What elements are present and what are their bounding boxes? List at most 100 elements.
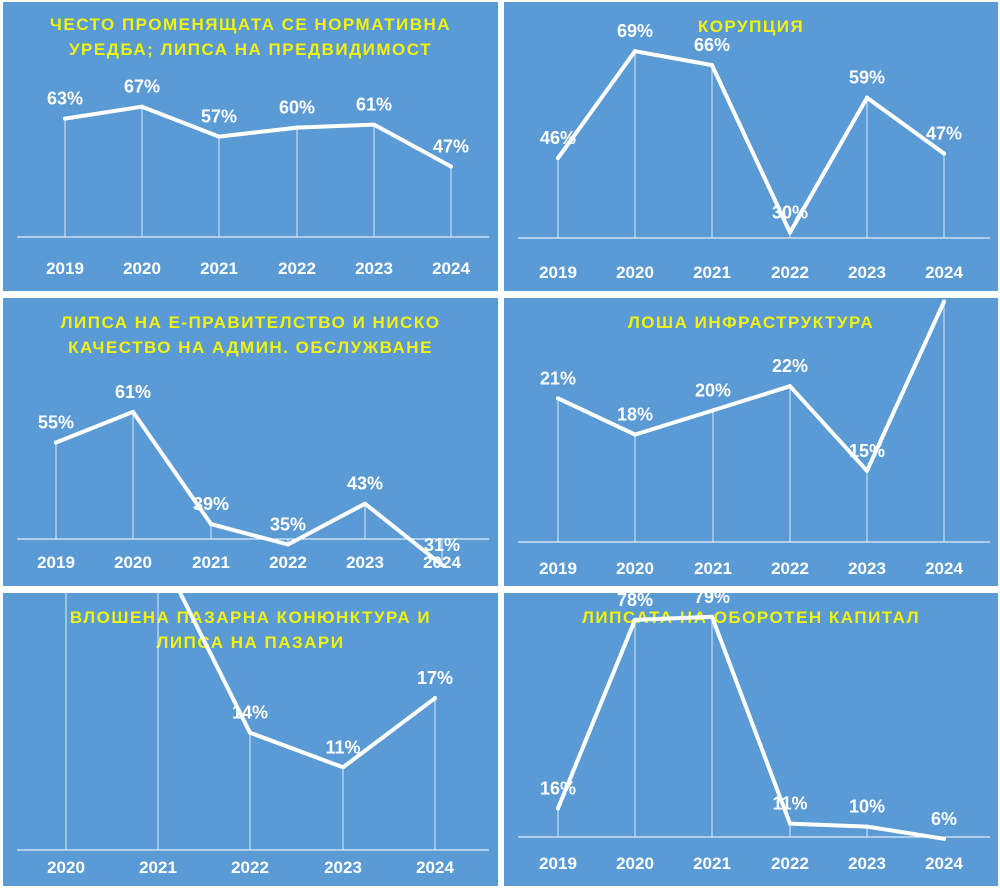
data-label: 55% <box>38 413 74 433</box>
line-chart: ЧЕСТО ПРОМЕНЯЩАТА СЕ НОРМАТИВНА УРЕДБА; Л… <box>17 15 489 278</box>
data-point <box>248 730 252 735</box>
x-tick-label: 2024 <box>432 259 470 278</box>
line-chart: ЛИПСА НА Е-ПРАВИТЕЛСТВО И НИСКО КАЧЕСТВО … <box>17 313 489 572</box>
line-chart: ЛИПСАТА НА ОБОРОТЕН КАПИТАЛ 16% 78% 79% 11% 1… <box>518 593 990 873</box>
data-point <box>372 122 376 127</box>
chart-panel-e-government: ЛИПСА НА Е-ПРАВИТЕЛСТВО И НИСКО КАЧЕСТВО … <box>3 298 498 586</box>
data-label: 18% <box>617 405 653 425</box>
data-label: 67% <box>124 77 160 97</box>
series-line <box>54 409 444 567</box>
data-label: 11% <box>772 794 807 814</box>
data-label: 11% <box>325 737 360 757</box>
x-tick-label: 2022 <box>771 854 809 873</box>
data-point <box>788 384 792 389</box>
chart-title-line: КОРУПЦИЯ <box>698 17 804 36</box>
data-label: 57% <box>201 107 237 127</box>
x-tick-label: 2019 <box>37 553 75 572</box>
x-tick-label: 2023 <box>848 559 886 578</box>
data-label: 46% <box>540 128 576 148</box>
x-tick-label: 2021 <box>200 259 238 278</box>
data-point <box>633 49 637 54</box>
data-point <box>363 501 367 506</box>
chart-panel-market: ВЛОШЕНА ПАЗАРНА КОНЮНКТУРА И ЛИПСА НА ПАЗ… <box>3 593 498 886</box>
x-tick-label: 2021 <box>139 858 177 877</box>
x-tick-label: 2021 <box>192 553 230 572</box>
x-tick-label: 2020 <box>616 559 654 578</box>
data-label: 31% <box>424 535 460 555</box>
x-tick-label: 2020 <box>123 259 161 278</box>
x-tick-label: 2021 <box>693 263 731 282</box>
chart-title-line: КАЧЕСТВО НА АДМИН. ОБСЛУЖВАНЕ <box>68 338 433 357</box>
chart-title-line: ЛОША ИНФРАСТРУКТУРА <box>628 313 874 332</box>
x-tick-label: 2021 <box>693 854 731 873</box>
x-tick-label: 2022 <box>278 259 316 278</box>
data-point <box>54 440 58 445</box>
data-point <box>710 614 714 619</box>
data-point <box>449 164 453 169</box>
data-label: 61% <box>115 382 151 402</box>
data-point <box>295 125 299 130</box>
data-point <box>341 765 345 770</box>
x-tick-label: 2021 <box>694 559 732 578</box>
data-point <box>556 156 560 161</box>
data-label: 47% <box>433 136 469 156</box>
chart-title-line: ЛИПСА НА ПАЗАРИ <box>157 633 345 652</box>
series-line <box>556 299 946 473</box>
chart-title-line: ЧЕСТО ПРОМЕНЯЩАТА СЕ НОРМАТИВНА <box>50 15 451 34</box>
x-tick-label: 2019 <box>539 854 577 873</box>
x-tick-label: 2020 <box>616 854 654 873</box>
x-tick-label: 2020 <box>47 858 85 877</box>
data-point <box>788 821 792 826</box>
chart-title-line: УРЕДБА; ЛИПСА НА ПРЕДВИДИМОСТ <box>69 40 432 59</box>
chart-panel-working-capital: ЛИПСАТА НА ОБОРОТЕН КАПИТАЛ 16% 78% 79% 11% 1… <box>504 593 998 886</box>
x-tick-label: 2019 <box>539 263 577 282</box>
x-tick-label: 2024 <box>416 858 454 877</box>
data-point <box>633 432 637 437</box>
data-point <box>942 151 946 156</box>
data-point <box>286 542 290 547</box>
data-label: 30% <box>772 203 808 223</box>
x-tick-label: 2023 <box>346 553 384 572</box>
x-tick-label: 2024 <box>925 559 963 578</box>
data-point <box>556 806 560 811</box>
series-line <box>556 49 946 235</box>
data-point <box>633 617 637 622</box>
data-label: 59% <box>849 68 885 88</box>
data-label: 10% <box>849 797 885 817</box>
chart-title-line: ЛИПСАТА НА ОБОРОТЕН КАПИТАЛ <box>582 608 920 627</box>
data-point <box>865 468 869 473</box>
data-point <box>556 396 560 401</box>
data-point <box>865 824 869 829</box>
data-label: 43% <box>347 474 383 494</box>
data-label: 15% <box>849 441 885 461</box>
data-point <box>140 104 144 109</box>
data-point <box>440 562 444 567</box>
x-tick-label: 2020 <box>114 553 152 572</box>
x-tick-label: 2023 <box>324 858 362 877</box>
x-tick-label: 2023 <box>848 854 886 873</box>
data-label: 60% <box>279 98 315 118</box>
series-line <box>63 104 453 169</box>
line-chart: КОРУПЦИЯ 46% 69% 66% 30% 59% 47% 2019 2020 2021 20… <box>518 17 990 282</box>
data-label: 35% <box>270 515 306 535</box>
data-label: 69% <box>617 21 653 41</box>
data-label: 20% <box>695 380 731 400</box>
data-point <box>711 408 715 413</box>
data-point <box>209 522 213 527</box>
data-point <box>217 134 221 139</box>
x-tick-label: 2019 <box>539 559 577 578</box>
line-chart: ЛОША ИНФРАСТРУКТУРА21%18%20%22%15%29%201… <box>518 299 990 578</box>
data-point <box>433 696 437 701</box>
data-point <box>63 116 67 121</box>
data-point <box>942 299 946 304</box>
chart-panel-infrastructure: ЛОША ИНФРАСТРУКТУРА21%18%20%22%15%29%201… <box>504 298 998 586</box>
data-label: 21% <box>540 368 576 388</box>
data-point <box>942 836 946 841</box>
data-label: 66% <box>694 35 730 55</box>
x-tick-label: 2024 <box>925 263 963 282</box>
chart-title-line: ЛИПСА НА Е-ПРАВИТЕЛСТВО И НИСКО <box>61 313 441 332</box>
x-tick-label: 2024 <box>925 854 963 873</box>
x-tick-label: 2022 <box>231 858 269 877</box>
x-tick-label: 2022 <box>771 263 809 282</box>
x-tick-label: 2019 <box>46 259 84 278</box>
